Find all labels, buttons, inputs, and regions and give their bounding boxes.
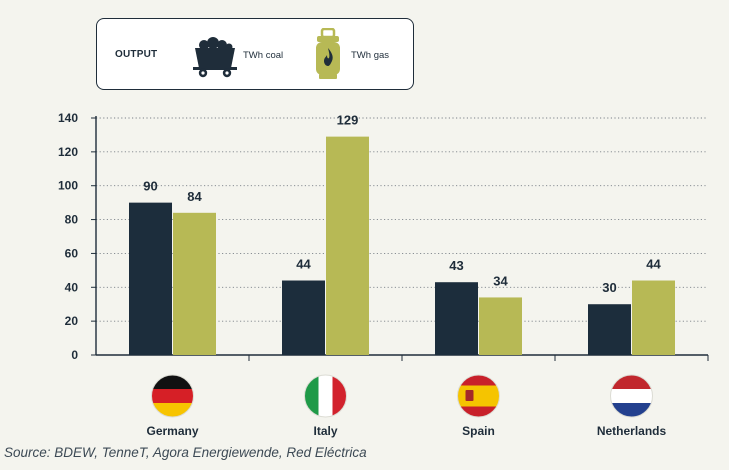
- y-tick-label: 0: [71, 348, 78, 362]
- category-label: Netherlands: [597, 424, 667, 438]
- y-tick-label: 60: [65, 246, 79, 260]
- bar-coal: [282, 280, 325, 355]
- bar-gas: [173, 212, 216, 355]
- data-label: 44: [646, 257, 661, 272]
- category-label: Italy: [313, 424, 337, 438]
- legend-coal-label: TWh coal: [243, 50, 284, 61]
- spain-flag-icon: [457, 375, 500, 417]
- flag-rim: [457, 374, 500, 418]
- legend-title: OUTPUT: [115, 49, 158, 60]
- y-tick-label: 40: [65, 280, 79, 294]
- gas-cylinder-icon: [316, 28, 340, 79]
- y-tick-label: 140: [58, 111, 78, 125]
- bar-gas: [632, 280, 675, 355]
- netherlands-flag-icon: [610, 375, 653, 417]
- bar-coal: [588, 304, 631, 355]
- legend-gas-label: TWh gas: [351, 50, 390, 61]
- bar-coal: [129, 202, 172, 355]
- source-note: Source: BDEW, TenneT, Agora Energiewende…: [4, 445, 367, 460]
- bar-chart: 0 20 40 60 80 100 120 140 90 84 Germany 44 129 Italy 4…: [58, 111, 709, 438]
- y-tick-label: 80: [65, 213, 79, 227]
- y-tick-label: 120: [58, 145, 78, 159]
- data-label: 90: [143, 179, 157, 194]
- legend: OUTPUT TWh coal TWh gas: [96, 18, 414, 90]
- data-label: 34: [493, 273, 508, 288]
- data-label: 44: [296, 257, 311, 272]
- bar-gas: [479, 297, 522, 355]
- bar-gas: [326, 136, 369, 355]
- flag-rim: [151, 374, 194, 418]
- flag-rim: [610, 374, 653, 418]
- germany-flag-icon: [151, 375, 194, 417]
- data-label: 129: [337, 113, 359, 128]
- category-label: Spain: [462, 424, 495, 438]
- flag-rim: [304, 374, 347, 418]
- bar-coal: [435, 282, 478, 355]
- italy-flag-icon: [304, 375, 347, 417]
- y-tick-label: 20: [65, 314, 79, 328]
- coal-wagon-icon: [193, 37, 237, 78]
- data-label: 84: [187, 189, 202, 204]
- category-label: Germany: [146, 424, 198, 438]
- data-label: 30: [602, 280, 616, 295]
- data-label: 43: [449, 258, 463, 273]
- y-tick-label: 100: [58, 179, 78, 193]
